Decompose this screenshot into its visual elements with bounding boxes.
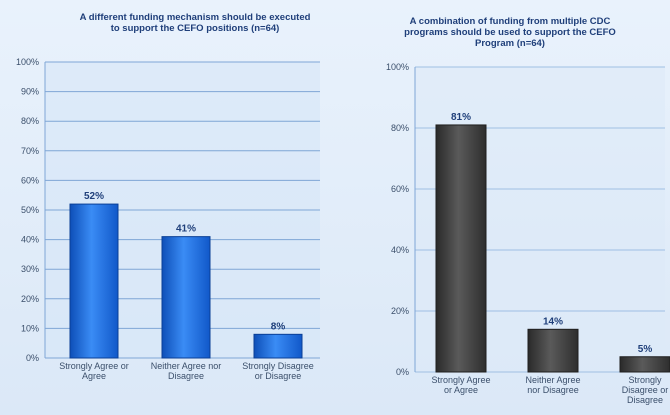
y-tick-label: 80% <box>21 116 39 126</box>
x-category-label: Strongly <box>628 375 662 385</box>
y-tick-label: 60% <box>21 175 39 185</box>
y-tick-label: 60% <box>391 184 409 194</box>
y-tick-label: 40% <box>21 235 39 245</box>
y-tick-label: 50% <box>21 205 39 215</box>
data-label: 5% <box>638 344 653 355</box>
bar <box>69 203 119 359</box>
y-tick-label: 90% <box>21 87 39 97</box>
y-tick-label: 20% <box>21 294 39 304</box>
bar <box>161 236 211 359</box>
chart-title-funding-mechanism: A different funding mechanism should be … <box>40 12 350 34</box>
x-category-label: Strongly Disagree <box>242 361 314 371</box>
chart-title-combination-funding: A combination of funding from multiple C… <box>360 16 660 49</box>
chart-title-line: to support the CEFO positions (n=64) <box>110 23 280 34</box>
chart-title-line: A combination of funding from multiple C… <box>409 16 611 27</box>
y-tick-label: 40% <box>391 245 409 255</box>
y-tick-label: 20% <box>391 306 409 316</box>
chart-title-line: programs should be used to support the C… <box>404 27 616 38</box>
x-category-label: Strongly Agree or <box>59 361 129 371</box>
x-category-label: Disagree <box>168 371 204 381</box>
y-tick-label: 30% <box>21 264 39 274</box>
y-tick-label: 100% <box>16 57 39 67</box>
x-category-label: Disagree or <box>622 385 669 395</box>
x-category-label: or Disagree <box>255 371 302 381</box>
y-tick-label: 70% <box>21 146 39 156</box>
data-label: 41% <box>176 224 196 235</box>
data-label: 14% <box>543 316 563 327</box>
y-tick-label: 0% <box>26 353 39 363</box>
x-category-label: Agree <box>82 371 106 381</box>
x-category-label: nor Disagree <box>527 385 579 395</box>
y-tick-label: 0% <box>396 367 409 377</box>
bar <box>619 356 670 373</box>
y-tick-label: 100% <box>386 62 409 72</box>
data-label: 8% <box>271 321 286 332</box>
x-category-label: Strongly Agree <box>431 375 490 385</box>
chart-title-line: Program (n=64) <box>475 38 545 49</box>
bar <box>435 124 487 373</box>
data-label: 52% <box>84 191 104 202</box>
y-tick-label: 10% <box>21 323 39 333</box>
bar <box>253 333 303 359</box>
data-label: 81% <box>451 112 471 123</box>
y-tick-label: 80% <box>391 123 409 133</box>
x-category-label: Neither Agree nor <box>151 361 222 371</box>
x-category-label: or Agree <box>444 385 478 395</box>
bar <box>527 328 579 373</box>
x-category-label: Neither Agree <box>525 375 580 385</box>
x-category-label: Disagree <box>627 395 663 405</box>
chart-title-line: A different funding mechanism should be … <box>79 12 311 23</box>
